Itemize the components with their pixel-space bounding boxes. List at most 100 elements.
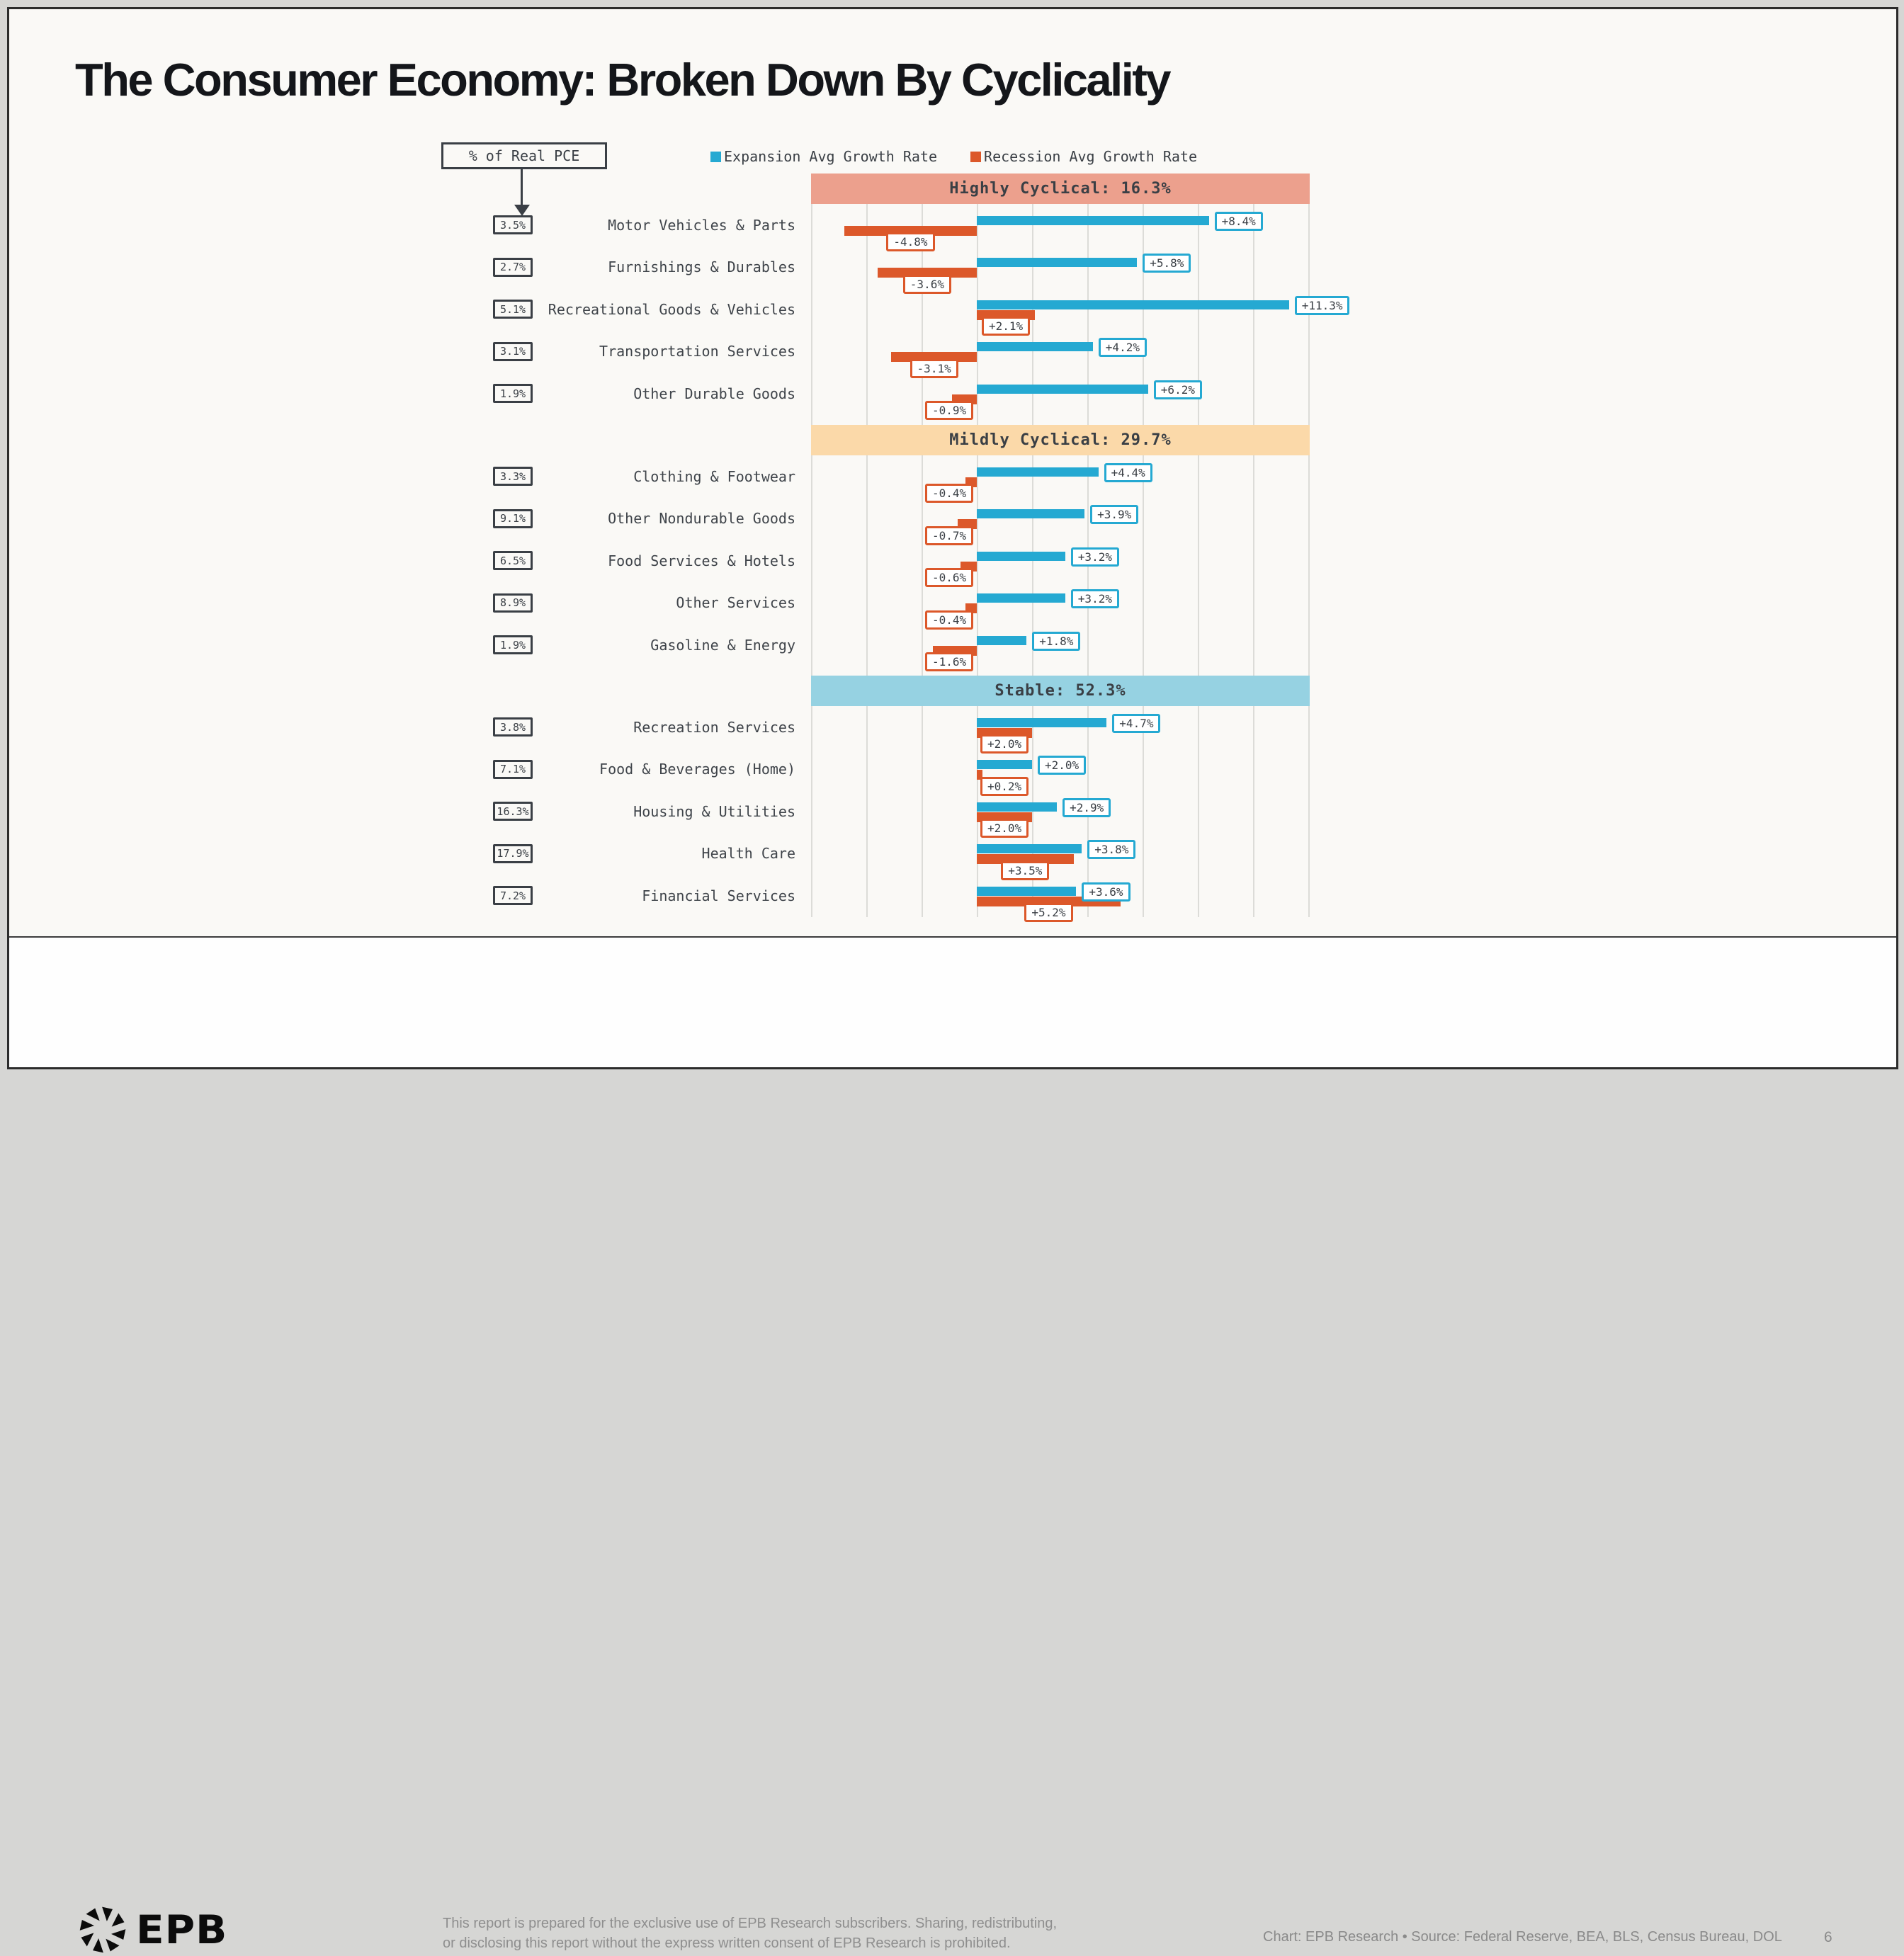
pce-share-value: 17.9% <box>493 843 533 863</box>
row-bars: +3.2% -0.6% <box>811 540 1310 588</box>
recession-value-label: +2.0% <box>980 734 1029 754</box>
category-label: Furnishings & Durables <box>608 258 795 276</box>
legend-item-expansion: Expansion Avg Growth Rate <box>710 148 937 165</box>
chart-row: 3.1% Transportation Services +4.2% -3.1% <box>9 331 1315 378</box>
recession-value-label: +2.1% <box>981 317 1031 336</box>
chart-legend: Expansion Avg Growth Rate Recession Avg … <box>710 148 1197 165</box>
chart-row: 1.9% Other Durable Goods +6.2% -0.9% <box>9 373 1315 421</box>
pce-share-callout: % of Real PCE <box>441 142 607 169</box>
footer: EPB This report is prepared for the excl… <box>9 938 1896 1953</box>
recession-value-label: -1.6% <box>925 652 974 672</box>
category-label: Housing & Utilities <box>633 802 795 820</box>
category-label: Transportation Services <box>599 343 795 360</box>
expansion-value-label: +3.8% <box>1087 840 1136 860</box>
row-bars: +3.6% +5.2% <box>811 875 1310 923</box>
pce-share-value: 7.1% <box>493 759 533 779</box>
row-bars: +2.0% +0.2% <box>811 749 1310 796</box>
pce-share-value: 16.3% <box>493 802 533 821</box>
pce-share-value: 2.7% <box>493 257 533 277</box>
row-bars: +3.2% -0.4% <box>811 582 1310 630</box>
recession-value-label: +2.0% <box>980 819 1029 838</box>
expansion-bar <box>977 384 1148 394</box>
expansion-value-label: +3.9% <box>1090 505 1139 525</box>
expansion-bar <box>977 635 1027 645</box>
pce-arrow-line <box>521 169 523 206</box>
chart-row: 3.5% Motor Vehicles & Parts +8.4% -4.8% <box>9 204 1315 252</box>
page-number: 6 <box>1824 1929 1832 1945</box>
row-bars: +3.9% -0.7% <box>811 498 1310 545</box>
expansion-bar <box>977 802 1058 812</box>
disclaimer-line: This report is prepared for the exclusiv… <box>443 1916 1058 1931</box>
expansion-value-label: +3.2% <box>1070 589 1119 609</box>
expansion-bar <box>977 509 1085 519</box>
row-bars: +4.2% -3.1% <box>811 331 1310 378</box>
pce-share-value: 7.2% <box>493 886 533 906</box>
recession-value-label: +0.2% <box>980 776 1029 796</box>
row-bars: +4.7% +2.0% <box>811 706 1310 754</box>
row-bars: +5.8% -3.6% <box>811 246 1310 294</box>
expansion-value-label: +11.3% <box>1294 295 1350 315</box>
section-header-label: Mildly Cyclical: 29.7% <box>949 431 1172 449</box>
expansion-value-label: +3.6% <box>1082 882 1130 902</box>
recession-value-label: -0.4% <box>925 484 974 504</box>
legend-item-recession: Recession Avg Growth Rate <box>970 148 1197 165</box>
expansion-value-label: +3.2% <box>1070 547 1119 567</box>
row-bars: +1.8% -1.6% <box>811 624 1310 672</box>
expansion-bar <box>977 886 1077 896</box>
recession-bar <box>977 854 1074 865</box>
expansion-bar <box>977 717 1107 727</box>
category-label: Other Durable Goods <box>633 385 795 402</box>
chart-row: 9.1% Other Nondurable Goods +3.9% -0.7% <box>9 498 1315 545</box>
legend-label: Expansion Avg Growth Rate <box>724 148 938 165</box>
pce-arrow-down-icon <box>514 205 530 216</box>
recession-value-label: +3.5% <box>1001 860 1050 880</box>
chart-row: 7.2% Financial Services +3.6% +5.2% <box>9 875 1315 923</box>
page-title: The Consumer Economy: Broken Down By Cyc… <box>75 54 1172 106</box>
section-header-band: Mildly Cyclical: 29.7% <box>811 425 1310 455</box>
expansion-value-label: +6.2% <box>1153 380 1202 399</box>
row-bars: +6.2% -0.9% <box>811 373 1310 421</box>
pce-share-value: 3.1% <box>493 341 533 361</box>
pce-share-value: 5.1% <box>493 300 533 319</box>
category-label: Recreation Services <box>633 718 795 736</box>
expansion-bar <box>977 467 1099 477</box>
expansion-value-label: +8.4% <box>1214 211 1263 231</box>
recession-bar <box>977 770 982 780</box>
expansion-bar <box>977 258 1138 268</box>
chart-row: 6.5% Food Services & Hotels +3.2% -0.6% <box>9 540 1315 588</box>
chart-credits: Chart: EPB Research • Source: Federal Re… <box>1263 1929 1782 1945</box>
pce-share-value: 8.9% <box>493 593 533 613</box>
chart-row: 17.9% Health Care +3.8% +3.5% <box>9 833 1315 880</box>
category-label: Health Care <box>701 845 795 863</box>
expansion-swatch-icon <box>710 151 721 162</box>
category-label: Recreational Goods & Vehicles <box>548 300 795 318</box>
expansion-bar <box>977 215 1209 225</box>
row-bars: +2.9% +2.0% <box>811 790 1310 838</box>
section-header-label: Stable: 52.3% <box>994 682 1126 700</box>
expansion-bar <box>977 760 1032 770</box>
chart-row: 5.1% Recreational Goods & Vehicles +11.3% +… <box>9 288 1350 336</box>
pce-share-value: 3.3% <box>493 467 533 487</box>
recession-value-label: -3.1% <box>910 358 958 378</box>
category-label: Other Nondurable Goods <box>608 510 795 528</box>
recession-value-label: -3.6% <box>902 274 951 294</box>
row-bars: +8.4% -4.8% <box>811 204 1310 252</box>
pce-share-value: 1.9% <box>493 635 533 655</box>
expansion-value-label: +5.8% <box>1143 254 1191 273</box>
category-label: Motor Vehicles & Parts <box>608 216 795 234</box>
chart-row: 2.7% Furnishings & Durables +5.8% -3.6% <box>9 246 1315 294</box>
recession-value-label: -0.6% <box>925 568 974 588</box>
epb-logo-mark-icon <box>79 1906 126 1953</box>
recession-value-label: +5.2% <box>1024 903 1073 923</box>
pce-share-value: 1.9% <box>493 384 533 404</box>
footer-divider <box>9 936 1896 938</box>
chart-row: 3.3% Clothing & Footwear +4.4% -0.4% <box>9 455 1315 504</box>
row-bars: +11.3% +2.1% <box>811 288 1350 336</box>
chart-row: 1.9% Gasoline & Energy +1.8% -1.6% <box>9 624 1315 672</box>
expansion-value-label: +1.8% <box>1032 631 1081 651</box>
recession-value-label: -0.4% <box>925 610 974 630</box>
legend-label: Recession Avg Growth Rate <box>984 148 1198 165</box>
recession-bar <box>877 268 977 278</box>
chart-row: 7.1% Food & Beverages (Home) +2.0% +0.2% <box>9 749 1315 796</box>
pce-share-value: 3.5% <box>493 215 533 235</box>
